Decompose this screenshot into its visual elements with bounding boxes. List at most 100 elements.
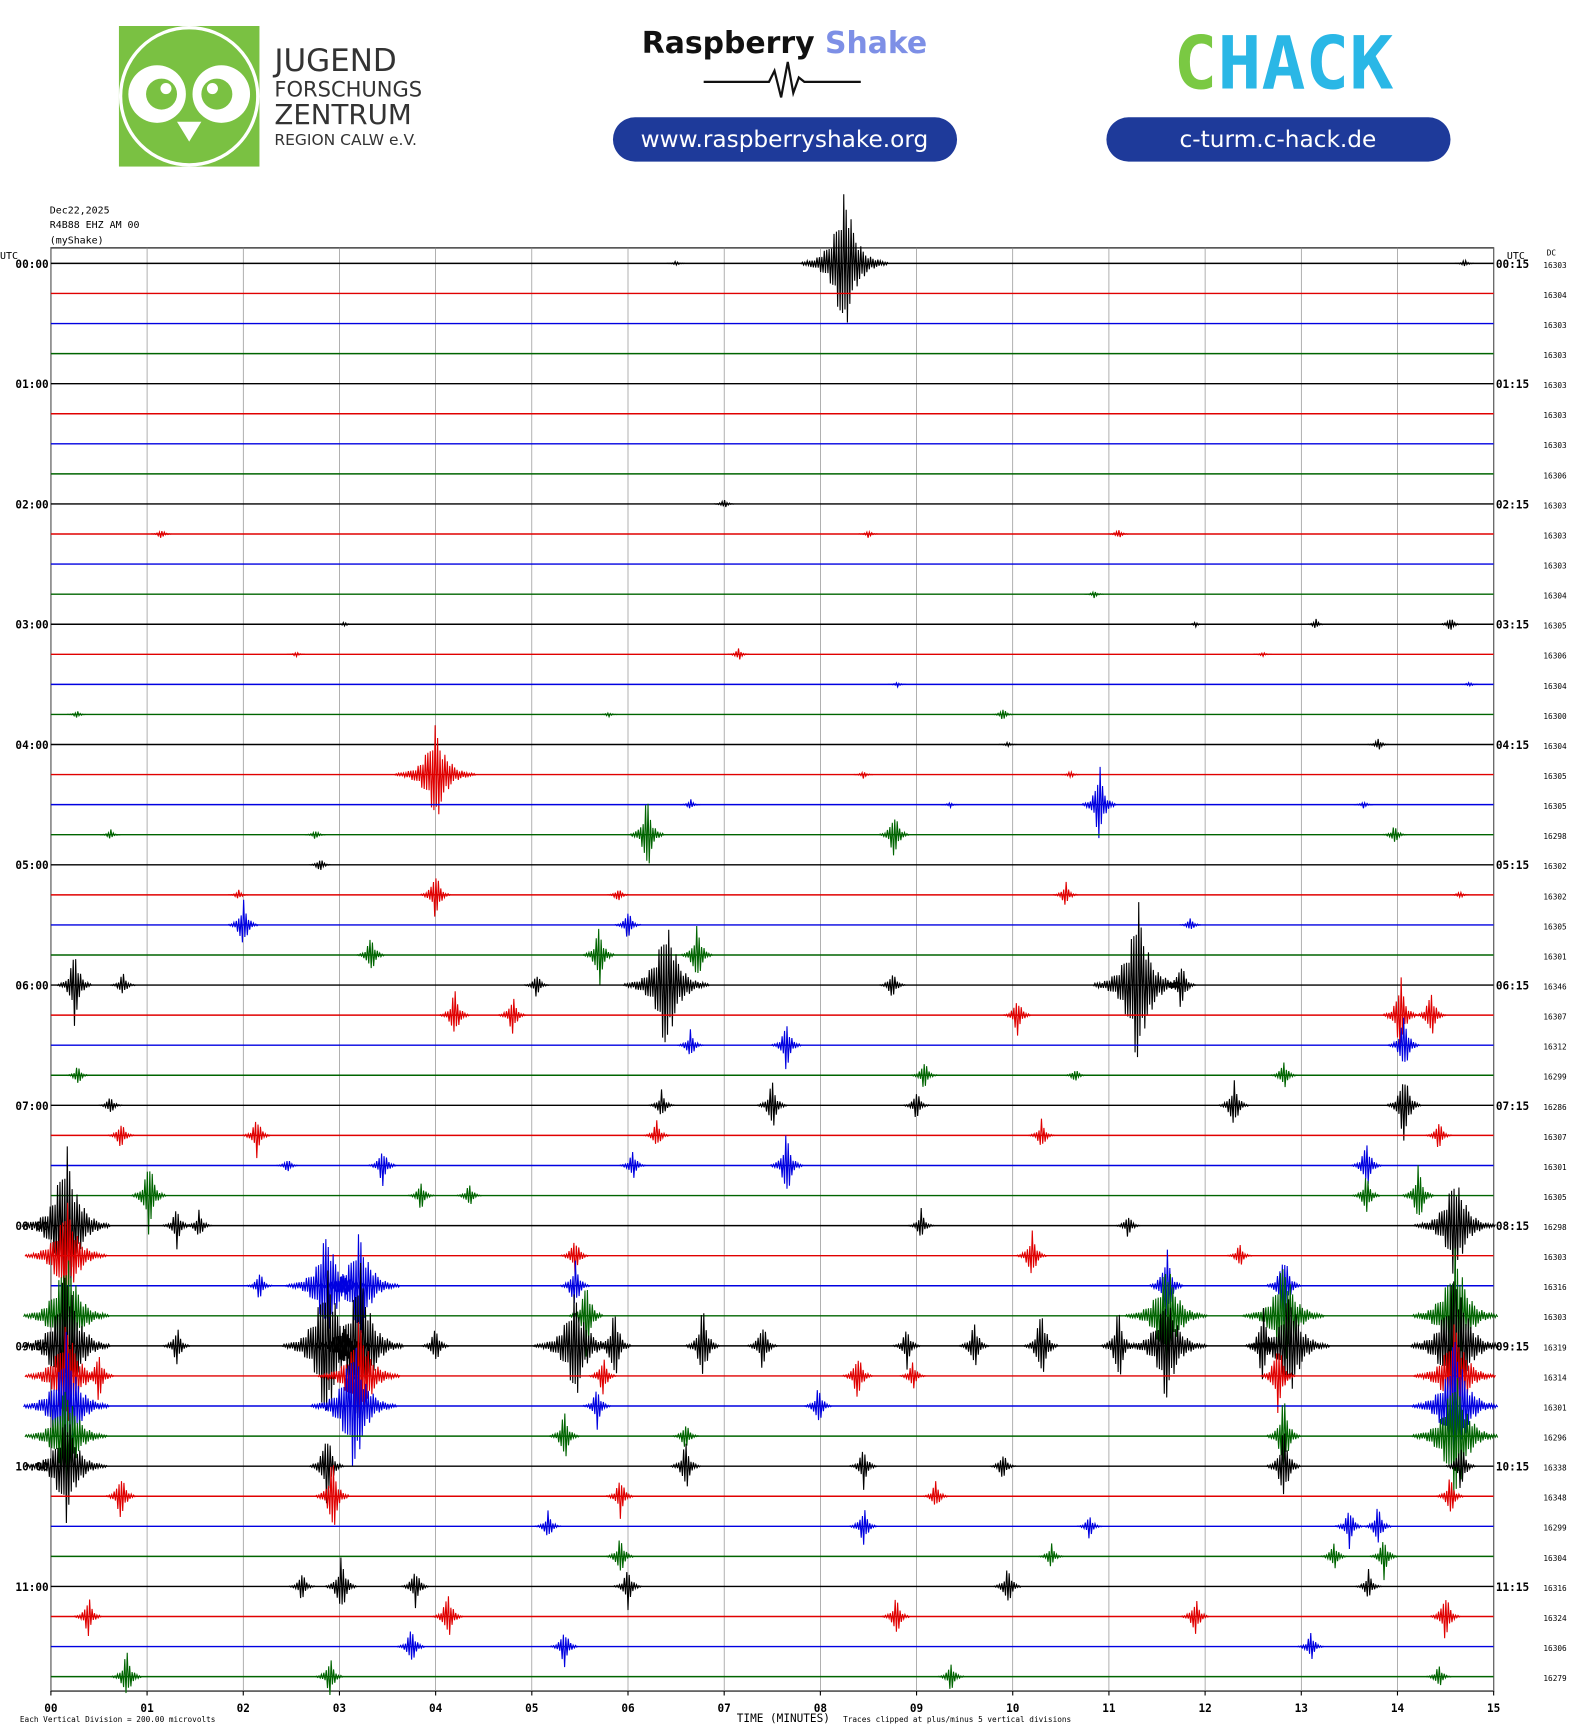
seismic-burst xyxy=(111,1652,143,1694)
seismic-burst xyxy=(66,711,87,718)
seismic-burst xyxy=(288,1575,316,1599)
seismic-burst xyxy=(309,1443,345,1504)
seismic-burst xyxy=(1382,827,1407,842)
hour-label: 01:00 xyxy=(15,378,48,391)
logo-text: Raspberry Shake xyxy=(642,26,927,61)
seismic-burst xyxy=(907,1208,935,1236)
hour-label: 06:00 xyxy=(15,979,48,992)
date: Dec22,2025 xyxy=(50,206,110,217)
seismic-burst xyxy=(1369,1542,1398,1581)
seismic-burst xyxy=(65,1067,91,1083)
x-tick-label: 02 xyxy=(237,1702,250,1715)
dc-value: 16305 xyxy=(1543,1193,1567,1202)
plot-frame xyxy=(50,247,1495,1692)
seismic-burst xyxy=(672,1426,700,1447)
dc-value: 16304 xyxy=(1543,682,1567,691)
dc-value: 16305 xyxy=(1543,802,1567,811)
x-tick-label: 10 xyxy=(1006,1702,1019,1715)
seismic-burst xyxy=(746,1329,778,1368)
dc-value: 16299 xyxy=(1543,1524,1567,1533)
footer: Traces clipped at plus/minus 5 vertical … xyxy=(843,1715,1071,1724)
seismic-burst xyxy=(1411,1248,1499,1368)
seismic-burst xyxy=(310,1347,397,1467)
seismic-burst xyxy=(770,1026,802,1070)
x-tick-label: 00 xyxy=(44,1702,57,1715)
dc-value: 16306 xyxy=(1543,1644,1567,1653)
x-tick-label: 12 xyxy=(1198,1702,1211,1715)
seismic-burst xyxy=(1334,1512,1364,1549)
seismic-burst xyxy=(1218,1080,1250,1123)
dc-value: 16300 xyxy=(1543,712,1567,721)
seismic-burst xyxy=(1386,1084,1422,1141)
dc-label: DC xyxy=(1547,249,1557,258)
seismic-burst xyxy=(227,899,259,943)
right-label: 00:15 xyxy=(1496,258,1529,271)
dc-value: 16303 xyxy=(1543,411,1567,420)
x-tick-label: 05 xyxy=(525,1702,538,1715)
seismic-burst xyxy=(1297,1633,1325,1659)
dc-value: 16303 xyxy=(1543,261,1567,270)
dc-value: 16319 xyxy=(1543,1343,1567,1352)
logo-text: Raspberry xyxy=(642,26,815,61)
dc-value: 16338 xyxy=(1543,1464,1567,1473)
seismic-burst xyxy=(1260,1353,1296,1414)
seismic-burst xyxy=(161,1211,191,1250)
seismic-burst xyxy=(241,1121,271,1159)
seismic-burst xyxy=(1367,738,1390,750)
dc-value: 16302 xyxy=(1543,892,1566,901)
seismic-burst xyxy=(227,889,249,899)
seismic-burst xyxy=(162,1329,191,1365)
seismic-burst xyxy=(534,1510,562,1536)
logo-text: CHACK xyxy=(1174,22,1394,107)
hour-label: 03:00 xyxy=(15,619,48,632)
seismic-burst xyxy=(105,1481,137,1517)
hour-label: 00:00 xyxy=(15,258,48,271)
seismic-burst xyxy=(940,801,960,810)
logo-text: C xyxy=(1174,22,1218,107)
dc-value: 16303 xyxy=(1543,1313,1567,1322)
dc-value: 16303 xyxy=(1543,531,1567,540)
x-tick-label: 15 xyxy=(1487,1702,1500,1715)
seismic-burst xyxy=(647,1089,676,1115)
seismic-burst xyxy=(1438,619,1461,630)
x-tick-label: 03 xyxy=(333,1702,346,1715)
seismic-burst xyxy=(1253,651,1272,658)
seismic-burst xyxy=(548,1413,580,1457)
footer: Each Vertical Division = 200.00 microvol… xyxy=(20,1715,216,1724)
seismic-burst xyxy=(1351,1178,1381,1212)
logo-text: Shake xyxy=(825,26,927,61)
seismic-burst xyxy=(1425,1124,1453,1148)
right-label: 04:15 xyxy=(1496,739,1529,752)
dc-value: 16303 xyxy=(1543,441,1567,450)
seismic-burst xyxy=(769,1135,804,1189)
seismic-burst xyxy=(993,1570,1022,1601)
seismic-burst xyxy=(1248,1299,1331,1389)
seismic-burst xyxy=(419,878,451,917)
seismic-burst xyxy=(73,1599,103,1636)
seismic-burst xyxy=(420,1330,450,1359)
seismic-burst xyxy=(523,976,550,997)
url: c-turm.c-hack.de xyxy=(1180,126,1377,153)
seismic-burst xyxy=(1016,1230,1048,1274)
x-tick-label: 08 xyxy=(814,1702,827,1715)
seismic-burst xyxy=(606,890,630,901)
seismic-burst xyxy=(1401,1165,1435,1215)
seismic-burst xyxy=(989,1456,1017,1477)
seismic-burst xyxy=(1226,1245,1253,1265)
seismic-burst xyxy=(676,1029,705,1055)
network: (myShake) xyxy=(50,235,104,246)
seismic-burst xyxy=(582,1391,612,1430)
right-label: 01:15 xyxy=(1496,378,1529,391)
seismic-burst xyxy=(629,803,665,864)
right-label: 06:15 xyxy=(1496,979,1529,992)
dc-value: 16304 xyxy=(1543,592,1567,601)
seismic-burst xyxy=(898,1362,927,1389)
seismic-burst xyxy=(878,975,907,996)
seismic-burst xyxy=(800,194,889,323)
seismic-burst xyxy=(394,725,476,815)
seismic-burst xyxy=(23,1260,110,1373)
seismic-burst xyxy=(308,860,331,871)
seismic-burst xyxy=(1429,1600,1461,1639)
right-label: 11:15 xyxy=(1496,1581,1529,1594)
